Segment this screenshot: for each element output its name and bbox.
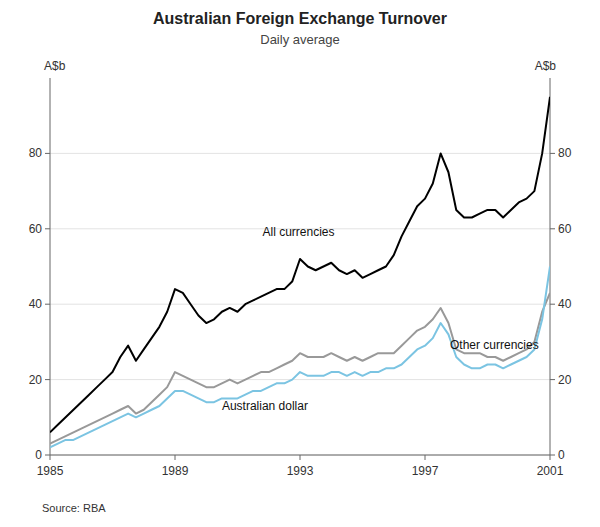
grid-line [50, 379, 550, 380]
x-tick [425, 455, 426, 460]
annotation: Australian dollar [222, 399, 308, 413]
y-tick [45, 304, 50, 305]
x-tick-label: 1989 [162, 464, 189, 478]
y2-tick [550, 228, 555, 229]
lines [50, 97, 550, 448]
chart: Australian Foreign Exchange Turnover Dail… [0, 0, 600, 527]
y2-tick-label: 20 [558, 373, 572, 387]
x-tick-label: 1997 [412, 464, 439, 478]
y-tick-label: 60 [29, 222, 43, 236]
y2-tick [550, 455, 555, 456]
x-axis-line [50, 455, 550, 456]
y-tick-label: 20 [29, 373, 43, 387]
annotation: Other currencies [450, 338, 539, 352]
y-tick [45, 228, 50, 229]
y-tick-label: 0 [35, 448, 42, 462]
grid-line [50, 153, 550, 154]
annotation: All currencies [263, 225, 335, 239]
y2-tick [550, 153, 555, 154]
x-tick [175, 455, 176, 460]
y-tick-label: 40 [29, 297, 43, 311]
y-tick [45, 379, 50, 380]
x-tick-label: 1993 [287, 464, 314, 478]
y2-axis-label: A$b [535, 59, 557, 73]
source: Source: RBA [42, 502, 106, 514]
grid [50, 153, 550, 455]
y-tick [45, 455, 50, 456]
title: Australian Foreign Exchange Turnover [153, 10, 447, 27]
series-line [50, 97, 550, 433]
subtitle: Daily average [260, 32, 340, 47]
y2-tick-label: 0 [558, 448, 565, 462]
y-axis-line [50, 78, 51, 455]
series-line [50, 267, 550, 448]
x-tick [300, 455, 301, 460]
y2-tick-label: 40 [558, 297, 572, 311]
x-tick [550, 455, 551, 460]
y-tick-label: 80 [29, 146, 43, 160]
y-tick [45, 153, 50, 154]
x-tick-label: 1985 [37, 464, 64, 478]
x-tick [50, 455, 51, 460]
grid-line [50, 304, 550, 305]
y2-tick-label: 80 [558, 146, 572, 160]
y-axis-label: A$b [44, 59, 66, 73]
y2-tick [550, 304, 555, 305]
y2-tick-label: 60 [558, 222, 572, 236]
x-tick-label: 2001 [537, 464, 564, 478]
grid-line [50, 455, 550, 456]
y2-tick [550, 379, 555, 380]
